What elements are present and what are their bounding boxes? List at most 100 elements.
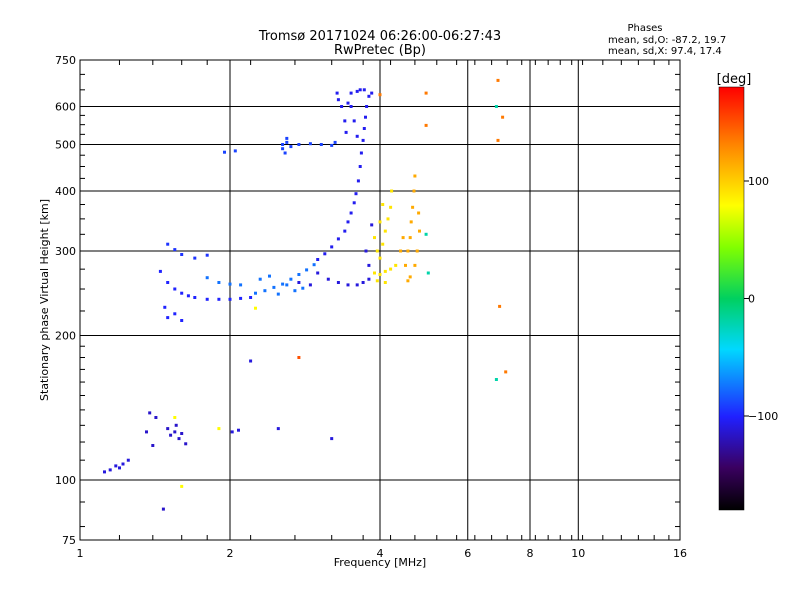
data-point (424, 123, 428, 127)
data-point (180, 484, 184, 488)
data-point (316, 258, 320, 261)
data-point (413, 263, 417, 267)
data-point (205, 276, 209, 280)
data-point (330, 245, 334, 249)
data-point (316, 271, 320, 275)
data-point (412, 189, 416, 193)
data-point (335, 91, 339, 95)
data-point (406, 279, 410, 283)
data-point (336, 98, 340, 102)
data-point (323, 252, 327, 256)
data-point (378, 220, 382, 224)
data-point (108, 468, 112, 472)
data-point (205, 253, 209, 257)
data-point (233, 149, 237, 153)
x-tick-label: 8 (527, 547, 534, 560)
data-point (408, 236, 412, 240)
data-point (114, 464, 118, 468)
data-point (349, 211, 353, 215)
data-point (186, 294, 190, 298)
data-point (389, 267, 393, 271)
data-point (289, 145, 293, 149)
data-point (163, 305, 167, 309)
x-tick-label: 1 (77, 547, 84, 560)
data-point (336, 281, 340, 284)
data-point (276, 292, 280, 296)
data-point (367, 94, 371, 98)
data-point (346, 283, 350, 287)
data-point (228, 282, 232, 286)
data-point (126, 458, 130, 462)
data-point (184, 442, 188, 446)
data-point (272, 285, 276, 289)
data-point (285, 140, 289, 144)
data-point (297, 273, 301, 276)
data-point (417, 211, 421, 215)
data-point (424, 91, 428, 95)
colorbar-label: [deg] (717, 72, 752, 87)
data-point (319, 143, 323, 146)
colorbar-tick-label: 0 (748, 293, 755, 306)
data-point (498, 304, 502, 308)
data-point (381, 203, 385, 206)
phase-info-o: mean, sd,O: -87.2, 19.7 (608, 35, 726, 46)
data-point (173, 287, 177, 291)
data-point (301, 286, 305, 290)
data-point (383, 229, 387, 233)
data-point (362, 88, 366, 92)
data-point (293, 289, 297, 293)
phase-info-x: mean, sd,X: 97.4, 17.4 (608, 46, 722, 57)
data-point (239, 296, 243, 300)
data-point (401, 236, 405, 240)
data-point (336, 237, 340, 241)
y-axis-label: Stationary phase Virtual Height [km] (38, 199, 51, 401)
data-point (501, 115, 505, 119)
data-point (389, 205, 393, 209)
data-point (297, 143, 301, 146)
data-point (424, 232, 428, 236)
data-point (413, 174, 417, 178)
data-point (217, 281, 221, 284)
data-point (193, 256, 197, 260)
data-points (103, 78, 508, 511)
data-point (161, 507, 165, 511)
x-tick-label: 16 (673, 547, 687, 560)
data-point (361, 138, 365, 142)
data-point (349, 105, 353, 108)
data-point (177, 437, 181, 441)
data-point (358, 165, 362, 168)
data-point (326, 277, 330, 281)
data-point (367, 277, 371, 281)
data-point (359, 151, 363, 155)
x-axis-label: Frequency [MHz] (334, 556, 426, 569)
data-point (426, 271, 430, 275)
data-point (289, 277, 293, 281)
data-point (365, 105, 369, 108)
data-point (121, 462, 125, 466)
data-point (158, 269, 162, 273)
colorbar (718, 86, 745, 511)
data-point (180, 291, 184, 295)
data-point (370, 223, 374, 227)
data-point (494, 105, 498, 108)
data-point (174, 423, 178, 427)
data-point (180, 253, 184, 256)
data-point (373, 236, 376, 240)
data-point (418, 229, 421, 233)
data-point (180, 432, 184, 435)
data-point (361, 281, 365, 284)
colorbar-ticks: 100 0 −100 (744, 175, 778, 423)
data-point (173, 416, 177, 419)
data-point (148, 411, 152, 415)
colorbar-tick-label: 100 (748, 175, 769, 188)
data-point (285, 136, 289, 140)
data-point (285, 283, 289, 287)
data-point (169, 433, 173, 437)
data-point (378, 93, 382, 97)
data-point (364, 249, 368, 253)
data-point (263, 289, 267, 293)
data-point (344, 130, 348, 134)
data-point (154, 416, 158, 419)
data-point (352, 119, 356, 123)
